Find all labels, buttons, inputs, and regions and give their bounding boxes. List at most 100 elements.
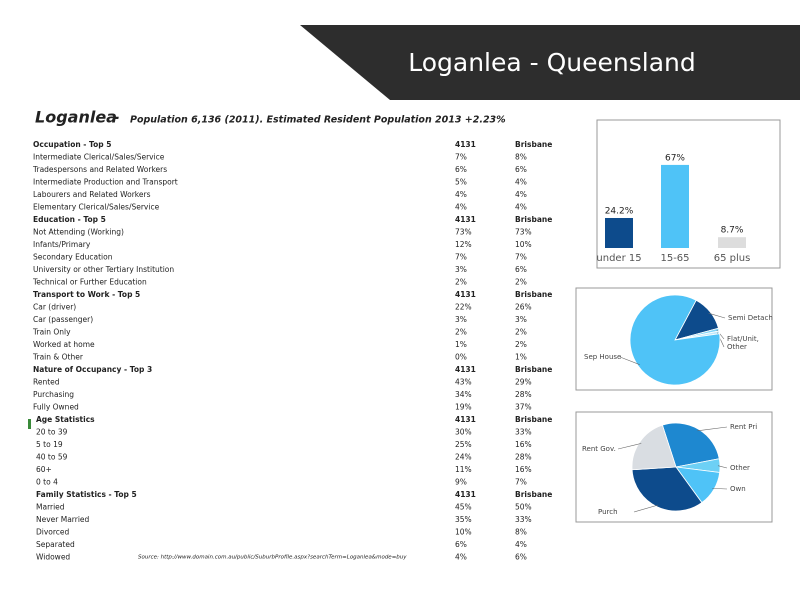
- row-label: Worked at home: [33, 340, 95, 349]
- slice-label: Rent Gov.: [582, 445, 616, 453]
- row-label: Purchasing: [33, 390, 74, 399]
- slice-label: Other: [727, 343, 747, 351]
- row-value: 6%: [515, 265, 527, 274]
- leader-line: [717, 465, 728, 469]
- category-label: 65 plus: [714, 253, 751, 264]
- row-value: 22%: [455, 303, 472, 312]
- row-label: 5 to 19: [36, 440, 63, 449]
- column-header: 4131: [455, 290, 476, 299]
- row-value: 8%: [515, 153, 527, 162]
- row-label: Car (passenger): [33, 315, 93, 324]
- row-label: Labourers and Related Workers: [33, 190, 151, 199]
- row-value: 50%: [515, 503, 532, 512]
- row-value: 6%: [455, 165, 467, 174]
- row-label: Technical or Further Education: [32, 278, 147, 287]
- row-value: 7%: [455, 253, 467, 262]
- row-label: Intermediate Production and Transport: [33, 178, 178, 187]
- slice-label: Flat/Unit,: [727, 335, 759, 343]
- category-label: under 15: [596, 253, 641, 264]
- category-label: 15-65: [660, 253, 689, 264]
- pie-frame: [575, 287, 773, 391]
- row-value: 73%: [455, 228, 472, 237]
- row-value: 4%: [515, 178, 527, 187]
- column-header: 4131: [455, 365, 476, 374]
- row-value: 7%: [515, 253, 527, 262]
- row-value: 19%: [455, 403, 472, 412]
- row-value: 4%: [515, 203, 527, 212]
- row-label: Train & Other: [32, 353, 84, 362]
- section-title: Transport to Work - Top 5: [33, 290, 140, 299]
- pie-slice: [631, 466, 703, 512]
- column-header: Brisbane: [515, 490, 552, 499]
- row-value: 73%: [515, 228, 532, 237]
- row-value: 12%: [455, 240, 472, 249]
- row-value: 10%: [515, 240, 532, 249]
- row-label: Widowed: [36, 553, 70, 562]
- column-header: 4131: [455, 415, 476, 424]
- row-value: 45%: [455, 503, 472, 512]
- bar: [605, 217, 633, 248]
- row-value: 24%: [455, 453, 472, 462]
- row-value: 6%: [455, 540, 467, 549]
- column-header: 4131: [455, 490, 476, 499]
- slice-label: Semi Detach: [728, 314, 773, 322]
- heading-name: Loganlea: [35, 108, 117, 127]
- leader-line: [712, 488, 728, 490]
- row-value: 6%: [515, 553, 527, 562]
- leader-line: [633, 504, 659, 513]
- bar: [661, 164, 689, 248]
- header-band: [300, 25, 800, 100]
- row-value: 28%: [515, 453, 532, 462]
- row-label: Rented: [33, 378, 60, 387]
- section-title: Nature of Occupancy - Top 3: [33, 365, 152, 374]
- row-label: Not Attending (Working): [33, 228, 124, 237]
- row-value: 2%: [515, 328, 527, 337]
- row-value: 11%: [455, 465, 472, 474]
- row-value: 33%: [515, 428, 532, 437]
- row-value: 33%: [515, 515, 532, 524]
- row-value: 5%: [455, 178, 467, 187]
- row-value: 28%: [515, 390, 532, 399]
- header-title: Loganlea - Queensland: [408, 48, 696, 77]
- row-label: Train Only: [32, 328, 71, 337]
- row-value: 3%: [455, 315, 467, 324]
- row-value: 6%: [515, 165, 527, 174]
- row-value: 7%: [455, 153, 467, 162]
- row-label: Intermediate Clerical/Sales/Service: [33, 153, 165, 162]
- column-header: 4131: [455, 140, 476, 149]
- value-label: 8.7%: [721, 226, 744, 236]
- pie-slice: [629, 294, 721, 386]
- row-value: 35%: [455, 515, 472, 524]
- heading-subtitle: Population 6,136 (2011). Estimated Resid…: [130, 115, 506, 126]
- heading-dash: -: [113, 108, 120, 127]
- row-value: 16%: [515, 465, 532, 474]
- row-value: 1%: [515, 353, 527, 362]
- row-label: Divorced: [36, 528, 70, 537]
- bar-chart-frame: [596, 119, 781, 269]
- row-value: 2%: [515, 278, 527, 287]
- row-label: Infants/Primary: [33, 240, 91, 249]
- row-value: 30%: [455, 428, 472, 437]
- row-value: 10%: [455, 528, 472, 537]
- row-value: 1%: [455, 340, 467, 349]
- row-label: 40 to 59: [36, 453, 68, 462]
- section-title: Age Statistics: [36, 415, 95, 424]
- leader-line: [697, 426, 728, 432]
- row-label: Elementary Clerical/Sales/Service: [33, 203, 160, 212]
- row-value: 37%: [515, 403, 532, 412]
- leader-line: [617, 443, 642, 450]
- bar: [718, 237, 746, 248]
- row-marker: [28, 419, 31, 429]
- row-value: 43%: [455, 378, 472, 387]
- leader-line: [619, 356, 640, 365]
- row-value: 9%: [455, 478, 467, 487]
- row-value: 4%: [455, 553, 467, 562]
- pie-slice: [661, 422, 720, 468]
- row-label: Car (driver): [33, 303, 76, 312]
- row-label: Never Married: [36, 515, 90, 524]
- slice-label: Purch: [598, 508, 618, 516]
- row-label: University or other Tertiary Institution: [33, 265, 174, 274]
- row-value: 3%: [455, 265, 467, 274]
- slice-label: Rent Pri: [730, 423, 757, 431]
